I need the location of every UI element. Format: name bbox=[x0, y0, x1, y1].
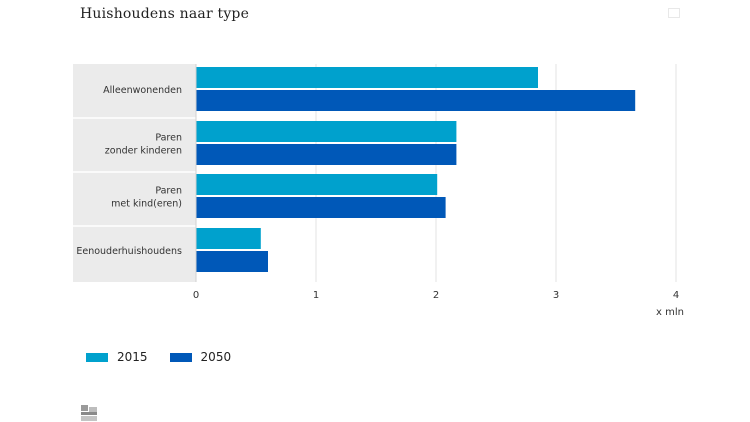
legend-item-2050[interactable]: 2050 bbox=[169, 350, 232, 364]
chart-legend: 2015 2050 bbox=[86, 350, 231, 364]
fullscreen-icon[interactable] bbox=[668, 8, 680, 18]
category-label-2: met kind(eren) bbox=[111, 199, 182, 210]
legend-swatch-2050 bbox=[169, 352, 192, 362]
x-tick-label-2: 2 bbox=[433, 290, 439, 301]
category-label-2: Paren bbox=[155, 186, 182, 197]
legend-label-2015: 2015 bbox=[117, 350, 148, 364]
bar-2050-0 bbox=[196, 90, 636, 111]
legend-item-2015[interactable]: 2015 bbox=[86, 350, 148, 364]
x-tick-label-4: 4 bbox=[673, 290, 679, 301]
category-band bbox=[73, 64, 196, 282]
legend-swatch-2015 bbox=[86, 352, 108, 362]
cbs-logo-icon bbox=[81, 405, 97, 421]
bar-2015-2 bbox=[196, 174, 438, 195]
x-tick-label-3: 3 bbox=[553, 290, 559, 301]
bar-2015-0 bbox=[196, 67, 538, 88]
bar-chart: 0 1 2 3 4 Alleenwonenden Paren zonder kinderen P… bbox=[73, 64, 684, 318]
legend-label-2050: 2050 bbox=[200, 350, 232, 364]
bar-2050-3 bbox=[196, 251, 268, 272]
category-label-3: Eenouderhuishoudens bbox=[76, 246, 182, 257]
bar-2050-1 bbox=[196, 144, 457, 165]
category-label-0: Alleenwonenden bbox=[103, 85, 182, 96]
category-label-1: zonder kinderen bbox=[105, 146, 182, 157]
bar-2050-2 bbox=[196, 197, 446, 218]
x-axis-unit-label: x mln bbox=[656, 307, 684, 318]
x-tick-label-0: 0 bbox=[193, 290, 199, 301]
bar-2015-3 bbox=[196, 228, 261, 249]
category-label-1: Paren bbox=[155, 133, 182, 144]
bar-2015-1 bbox=[196, 121, 457, 142]
x-tick-label-1: 1 bbox=[313, 290, 319, 301]
chart-title: Huishoudens naar type bbox=[80, 6, 250, 22]
